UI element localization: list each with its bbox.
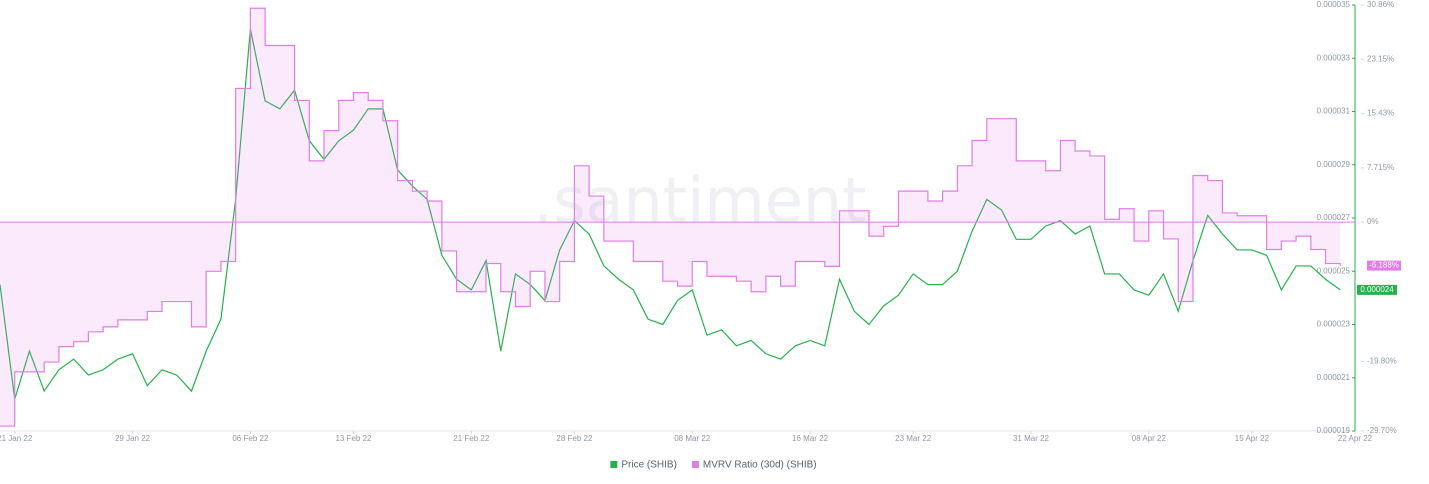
y2-tick-label: 7.715% xyxy=(1367,163,1394,172)
value-badge xyxy=(1367,260,1401,271)
x-tick-label: 15 Apr 22 xyxy=(1235,434,1270,443)
legend-label: MVRV Ratio (30d) (SHIB) xyxy=(703,460,817,471)
y-tick-label: 0.000027 xyxy=(1317,213,1351,222)
x-tick-label: 21 Jan 22 xyxy=(0,434,33,443)
value-label: 0.000024 xyxy=(1360,285,1394,294)
x-tick-label: 28 Feb 22 xyxy=(556,434,593,443)
y-tick-label: 0.000031 xyxy=(1317,107,1351,116)
y-tick-label: 0.000023 xyxy=(1317,320,1351,329)
area xyxy=(0,8,1341,427)
legend-swatch xyxy=(610,461,618,468)
y2-tick-label: 15.43% xyxy=(1367,109,1394,118)
x-tick-label: 13 Feb 22 xyxy=(335,434,372,443)
y-tick-label: 0.000019 xyxy=(1317,426,1351,435)
y2-tick-label: -19.80% xyxy=(1367,356,1397,365)
x-tick-label: 16 Mar 22 xyxy=(792,434,829,443)
x-tick-label: 08 Mar 22 xyxy=(674,434,711,443)
x-tick-label: 08 Apr 22 xyxy=(1132,434,1167,443)
legend-swatch xyxy=(691,461,699,468)
value-badge xyxy=(1357,284,1397,295)
y2-tick-label: 30.86% xyxy=(1367,0,1394,9)
y-tick-label: 0.000021 xyxy=(1317,373,1351,382)
y2-tick-label: 23.15% xyxy=(1367,54,1394,63)
x-tick-label: 23 Mar 22 xyxy=(895,434,932,443)
y-tick-label: 0.000035 xyxy=(1317,0,1351,9)
line xyxy=(0,28,1341,400)
y2-tick-label: 0% xyxy=(1367,217,1379,226)
x-tick-label: 22 Apr 22 xyxy=(1338,434,1373,443)
legend-label: Price (SHIB) xyxy=(621,460,677,471)
y-tick-label: 0.000025 xyxy=(1317,266,1351,275)
line xyxy=(0,7,1341,427)
x-tick-label: 29 Jan 22 xyxy=(115,434,151,443)
y-tick-label: 0.000033 xyxy=(1317,53,1351,62)
value-label: -6.188% xyxy=(1369,261,1399,270)
x-tick-label: 31 Mar 22 xyxy=(1013,434,1050,443)
y2-tick-label: -29.70% xyxy=(1367,426,1397,435)
y-tick-label: 0.000029 xyxy=(1317,160,1351,169)
x-tick-label: 06 Feb 22 xyxy=(232,434,269,443)
x-tick-label: 21 Feb 22 xyxy=(453,434,490,443)
